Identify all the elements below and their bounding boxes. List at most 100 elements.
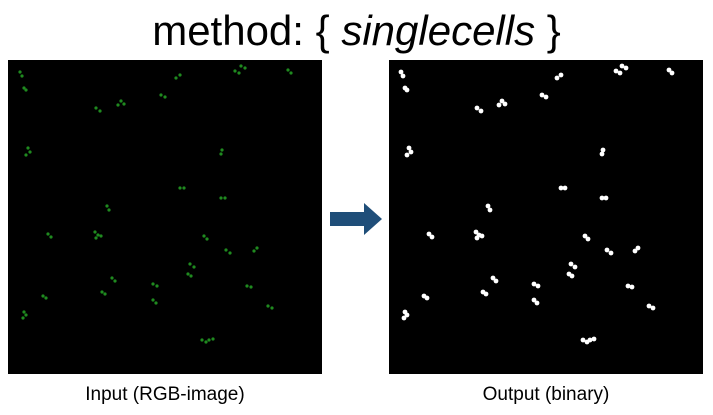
cell-mark [202,234,206,238]
cell-mark [239,64,243,68]
cell-mark [617,70,623,76]
cell-mark [110,276,114,280]
cell-mark [219,196,223,200]
cell-mark [490,275,496,281]
cell-mark [21,316,25,320]
cell-mark [629,284,635,290]
cell-mark [587,337,593,343]
cell-mark [20,74,24,78]
cell-mark [669,70,675,76]
cell-mark [408,149,414,155]
cell-mark [24,153,28,157]
cell-mark [192,265,196,269]
cell-mark [632,248,638,254]
cell-mark [619,63,625,69]
output-caption: Output (binary) [482,384,610,405]
cell-mark [569,273,575,279]
cell-mark [28,150,32,154]
cell-mark [585,236,591,242]
cell-mark [608,250,614,256]
cell-mark [473,229,479,235]
cell-mark [266,304,270,308]
cell-mark [568,261,574,267]
cell-mark [46,232,50,236]
cell-mark [562,185,568,191]
cell-mark [18,70,22,74]
cell-mark [219,152,223,156]
cell-mark [233,69,237,73]
cell-mark [270,306,274,310]
cell-mark [245,284,249,288]
cell-mark [49,235,53,239]
title: method: { singlecells } [0,2,713,60]
cell-mark [174,76,178,80]
cell-mark [558,185,564,191]
cell-mark [496,102,502,108]
input-image [18,64,293,344]
cell-mark [404,312,410,318]
cell-mark [255,246,259,250]
cell-mark [580,337,586,343]
cell-mark [154,301,158,305]
cell-mark [207,338,211,342]
cell-mark [211,337,215,341]
cell-mark [93,230,97,234]
cell-mark [41,294,45,298]
cell-mark [426,231,432,237]
cell-mark [205,237,209,241]
cell-mark [493,278,499,284]
cell-mark [243,66,247,70]
cell-mark [100,290,104,294]
cell-mark [44,296,48,300]
cell-mark [200,338,204,342]
cell-mark [151,282,155,286]
cell-mark [582,233,588,239]
cell-mark [96,233,100,237]
cell-mark [646,303,652,309]
cell-mark [554,75,560,81]
cell-mark [635,245,641,251]
cell-mark [159,93,163,97]
cell-mark [178,73,182,77]
cell-mark [650,305,656,311]
cell-mark [404,152,410,158]
cell-mark [535,283,541,289]
cell-mark [204,340,208,344]
cell-mark [151,298,155,302]
cell-mark [613,68,619,74]
cell-mark [24,313,28,317]
cell-mark [289,71,293,75]
cell-mark [603,195,609,201]
cell-mark [119,99,123,103]
input-image-panel [8,60,322,374]
cell-mark [424,295,430,301]
cell-mark [479,233,485,239]
cell-mark [531,297,537,303]
cell-mark [531,281,537,287]
cell-mark [228,251,232,255]
cell-mark [116,103,120,107]
cell-mark [499,98,505,104]
cell-mark [224,248,228,252]
cell-mark [155,284,159,288]
cell-mark [591,336,597,342]
cell-mark [249,285,253,289]
cell-mark [286,68,290,72]
cell-mark [543,94,549,100]
cell-mark [599,195,605,201]
cell-mark [429,234,435,240]
cell-mark [24,88,28,92]
cell-mark [220,148,224,152]
cell-mark [182,186,186,190]
cell-mark [478,108,484,114]
cell-mark [404,87,410,93]
cell-mark [26,146,30,150]
cell-mark [223,196,227,200]
cell-mark [474,105,480,111]
cell-mark [558,72,564,78]
cell-mark [163,95,167,99]
cell-mark [252,249,256,253]
cell-mark [98,109,102,113]
cell-mark [474,235,480,241]
cell-mark [105,204,109,208]
